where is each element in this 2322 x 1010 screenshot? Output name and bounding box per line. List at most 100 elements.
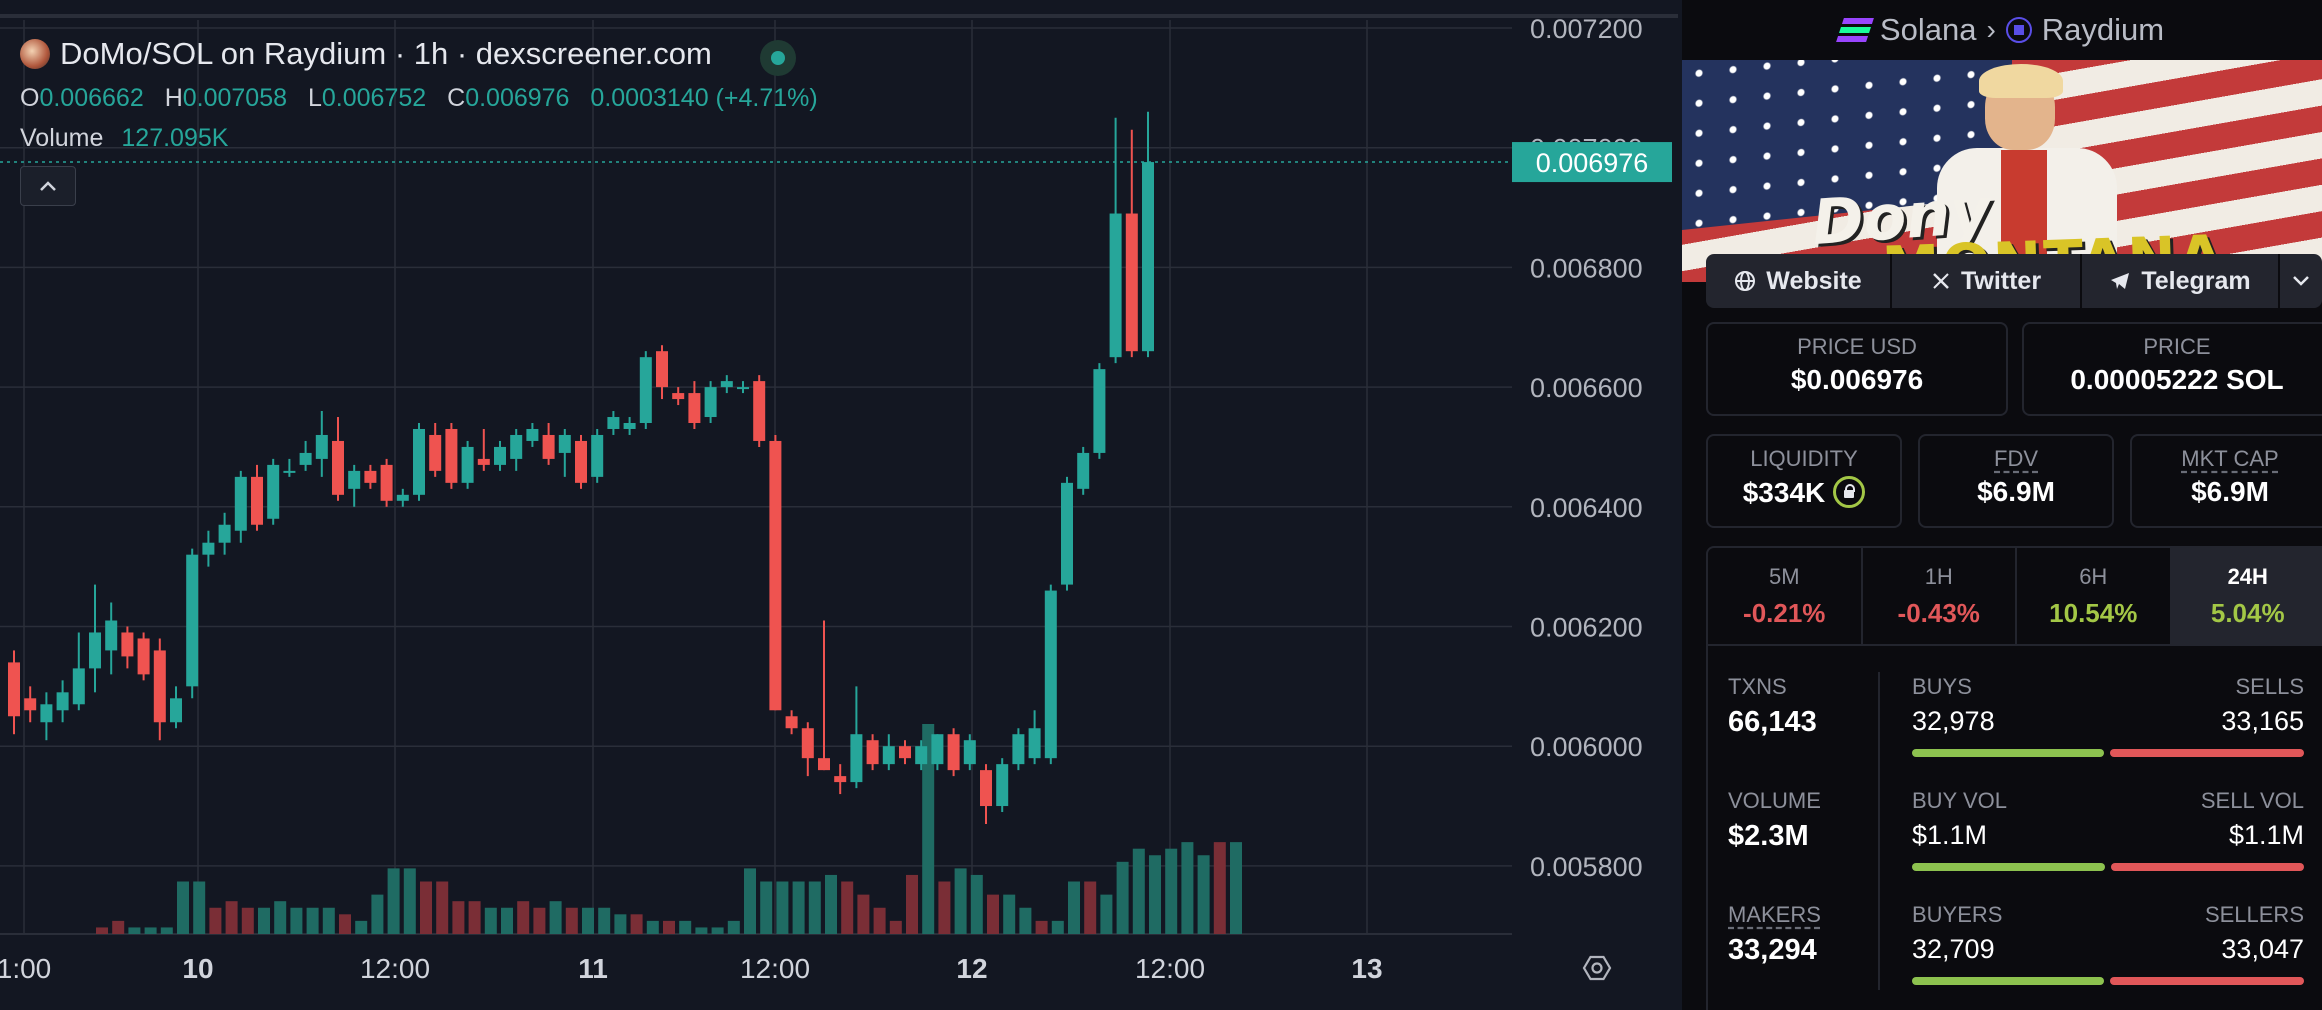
fdv-card[interactable]: FDV $6.9M bbox=[1918, 434, 2114, 528]
settings-icon[interactable] bbox=[1582, 955, 1612, 981]
candle-body bbox=[170, 698, 182, 723]
token-info-panel: Solana › Raydium Dony MONTANA Website Tw… bbox=[1682, 0, 2322, 1010]
volume-bar bbox=[1197, 855, 1210, 934]
dex-name[interactable]: Raydium bbox=[2041, 12, 2165, 47]
volume-bar bbox=[873, 907, 886, 934]
volume-bar bbox=[436, 881, 449, 934]
low-label: L bbox=[307, 84, 322, 112]
candle-body bbox=[1109, 213, 1122, 358]
volume-bar bbox=[760, 881, 773, 934]
more-links-button[interactable] bbox=[2280, 254, 2322, 308]
sellers-bar bbox=[2110, 977, 2304, 985]
candle-body bbox=[121, 632, 134, 657]
makers-stat: MAKERS 33,294 bbox=[1728, 902, 1878, 967]
candle-body bbox=[591, 434, 604, 477]
candle-body bbox=[850, 734, 863, 783]
tab-5m[interactable]: 5M -0.21% bbox=[1708, 548, 1863, 644]
candle-body bbox=[558, 434, 571, 453]
volume-bar bbox=[1100, 894, 1113, 934]
twitter-button[interactable]: Twitter bbox=[1892, 254, 2082, 308]
tab-24h-label: 24H bbox=[2227, 564, 2268, 589]
solana-icon bbox=[1836, 18, 1874, 42]
x-axis-tick: 12 bbox=[956, 953, 987, 984]
live-status-icon[interactable] bbox=[760, 40, 796, 76]
candle-body bbox=[672, 393, 685, 400]
tab-24h[interactable]: 24H 5.04% bbox=[2171, 548, 2322, 644]
sells-value: 33,165 bbox=[2221, 706, 2304, 736]
candle-body bbox=[623, 423, 636, 429]
volume-bar bbox=[452, 901, 465, 934]
candle-body bbox=[704, 387, 717, 418]
candle-body bbox=[882, 746, 895, 765]
volume-bar bbox=[727, 920, 740, 934]
fdv-label: FDV bbox=[1994, 446, 2038, 471]
close-label: C bbox=[447, 84, 466, 112]
candle-body bbox=[542, 434, 555, 459]
candle-body bbox=[24, 698, 37, 711]
sellers-value: 33,047 bbox=[2221, 934, 2304, 964]
volume-bar bbox=[1230, 842, 1242, 934]
sell-vol-bar bbox=[2111, 863, 2304, 871]
candle-body bbox=[89, 632, 101, 669]
candle-body bbox=[639, 357, 652, 424]
x-axis-tick: 11 bbox=[578, 953, 608, 984]
candle-body bbox=[753, 381, 766, 441]
mkt-cap-card[interactable]: MKT CAP $6.9M bbox=[2130, 434, 2322, 528]
candlestick-chart[interactable]: 0.0072000.0070000.0068000.0066000.006400… bbox=[0, 0, 1678, 1010]
chain-breadcrumb: Solana › Raydium bbox=[1682, 0, 2322, 60]
volume-bar bbox=[1181, 842, 1194, 934]
volume-bar bbox=[922, 724, 935, 934]
buys-value: 32,978 bbox=[1912, 706, 1995, 736]
website-button[interactable]: Website bbox=[1706, 254, 1892, 308]
volume-bar bbox=[1035, 920, 1048, 934]
buy-vol-label: BUY VOL bbox=[1912, 788, 2007, 813]
volume-bar bbox=[339, 914, 351, 934]
telegram-button[interactable]: Telegram bbox=[2082, 254, 2280, 308]
transaction-stats: TXNS 66,143 VOLUME $2.3M MAKERS 33,294 B… bbox=[1706, 644, 2322, 1010]
candle-body bbox=[186, 554, 199, 687]
candle-body bbox=[461, 446, 474, 483]
volume-stat-label: VOLUME bbox=[1728, 788, 1821, 813]
y-axis-tick: 0.006000 bbox=[1530, 732, 1643, 762]
candle-body bbox=[931, 734, 944, 765]
collapse-legend-button[interactable] bbox=[20, 166, 76, 206]
price-usd-label: PRICE USD bbox=[1797, 334, 1917, 359]
volume-bar bbox=[646, 920, 659, 934]
candle-body bbox=[364, 470, 377, 483]
candle-body bbox=[396, 494, 409, 501]
tab-5m-change: -0.21% bbox=[1743, 598, 1826, 628]
close-value: 0.006976 bbox=[465, 84, 570, 112]
liquidity-value: $334K bbox=[1742, 477, 1826, 508]
candle-body bbox=[380, 464, 393, 501]
volume-bar bbox=[517, 901, 530, 934]
chain-name[interactable]: Solana bbox=[1879, 12, 1977, 47]
volume-bar bbox=[177, 881, 189, 934]
volume-bar bbox=[582, 907, 594, 934]
candle-body bbox=[1061, 482, 1073, 585]
makers-value: 33,294 bbox=[1728, 934, 1817, 966]
chart-panel[interactable]: 0.0072000.0070000.0068000.0066000.006400… bbox=[0, 0, 1678, 1010]
figure-hair bbox=[1979, 64, 2063, 98]
volume-bar bbox=[420, 881, 432, 934]
candle-body bbox=[801, 728, 814, 759]
y-axis-tick: 0.006600 bbox=[1530, 373, 1643, 403]
buy-sell-vol-stat: BUY VOL SELL VOL $1.1M $1.1M bbox=[1912, 788, 2304, 871]
liquidity-card[interactable]: LIQUIDITY $334K bbox=[1706, 434, 1902, 528]
tab-1h[interactable]: 1H -0.43% bbox=[1863, 548, 2017, 644]
buyers-bar bbox=[1912, 977, 2105, 985]
volume-bar bbox=[987, 894, 999, 934]
volume-bar bbox=[679, 920, 692, 934]
candle-body bbox=[251, 476, 263, 525]
tab-6h[interactable]: 6H 10.54% bbox=[2017, 548, 2172, 644]
candle-body bbox=[218, 524, 231, 543]
buys-label: BUYS bbox=[1912, 674, 1972, 699]
high-value: 0.007058 bbox=[182, 84, 288, 112]
open-label: O bbox=[20, 84, 40, 112]
volume-bar bbox=[306, 907, 319, 934]
volume-bar bbox=[954, 868, 967, 934]
candle-body bbox=[1012, 734, 1025, 765]
mkt-cap-label: MKT CAP bbox=[2181, 446, 2279, 471]
lock-icon[interactable] bbox=[1833, 476, 1866, 508]
volume-bar bbox=[711, 927, 724, 934]
candle-body bbox=[963, 740, 976, 765]
